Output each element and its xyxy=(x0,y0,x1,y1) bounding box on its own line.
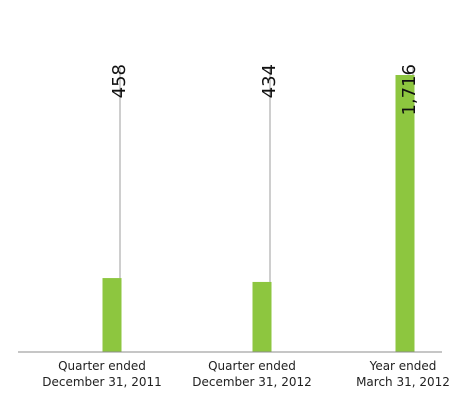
category-label: March 31, 2012 xyxy=(356,375,450,389)
bar xyxy=(252,281,272,352)
value-label: 434 xyxy=(259,64,280,98)
category-label: Year ended xyxy=(369,359,437,373)
category-label: Quarter ended xyxy=(58,359,146,373)
bar xyxy=(102,278,122,352)
category-label: December 31, 2012 xyxy=(192,375,311,389)
value-labels: 458 434 1,716 xyxy=(109,64,420,116)
category-labels: Quarter ended December 31, 2011 Quarter en… xyxy=(42,359,450,389)
value-label: 1,716 xyxy=(399,64,420,116)
bar xyxy=(395,75,415,352)
category-label: December 31, 2011 xyxy=(42,375,161,389)
bars-group xyxy=(102,75,415,352)
value-label: 458 xyxy=(109,64,130,98)
leader-lines xyxy=(119,68,414,282)
category-label: Quarter ended xyxy=(208,359,296,373)
